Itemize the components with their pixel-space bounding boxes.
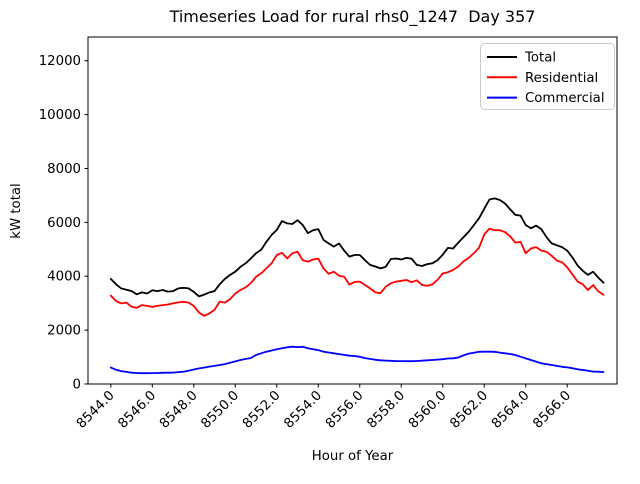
y-tick-label: 2000 [47, 324, 81, 339]
x-axis-label: Hour of Year [312, 449, 394, 464]
total-line [109, 197, 605, 298]
commercial-line [109, 345, 605, 375]
y-tick-label: 0 [73, 378, 81, 393]
plot-area [87, 36, 618, 385]
y-tick-label: 12000 [39, 54, 81, 69]
legend-label-commercial: Commercial [525, 91, 605, 106]
legend-box [480, 43, 615, 110]
residential-line [109, 227, 605, 317]
y-tick-label: 8000 [47, 162, 81, 177]
y-tick-label: 10000 [39, 108, 81, 123]
y-tick-label: 4000 [47, 270, 81, 285]
legend-label-residential: Residential [525, 71, 598, 86]
chart-title: Timeseries Load for rural rhs0_1247 Day … [169, 7, 536, 27]
legend-label-total: Total [524, 51, 556, 66]
y-tick-label: 6000 [47, 216, 81, 231]
y-axis-label: kW total [9, 183, 24, 238]
